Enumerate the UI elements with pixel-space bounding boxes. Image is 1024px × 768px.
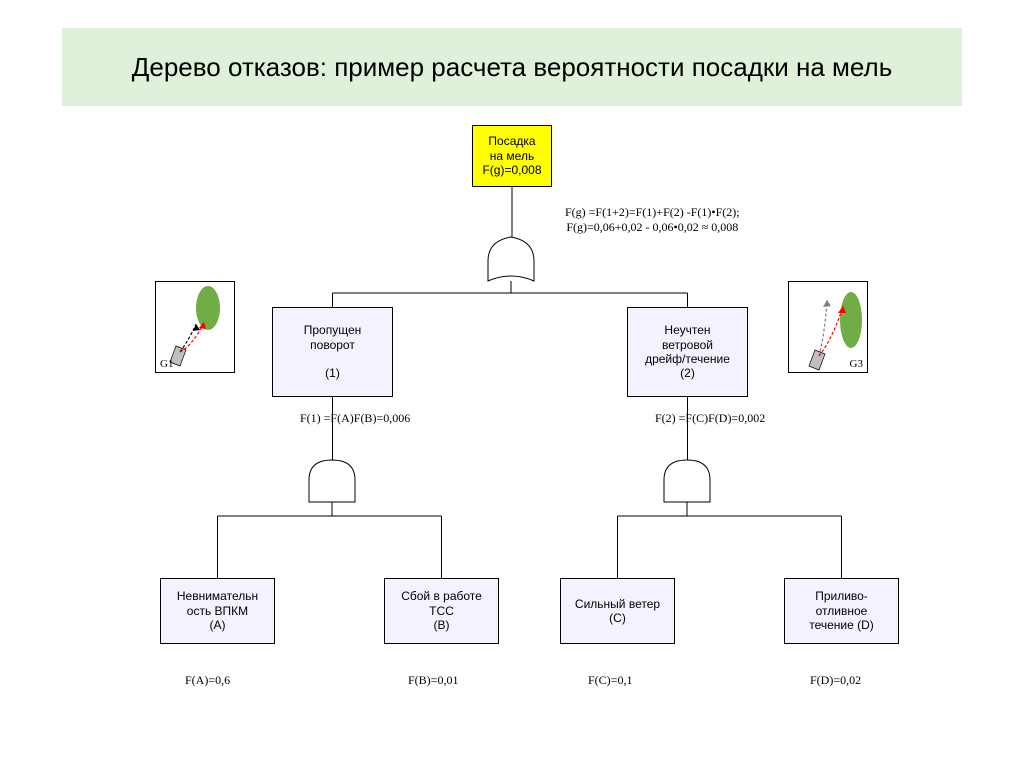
scene-g3-label: G3 — [850, 358, 863, 370]
leaf-c-box: Сильный ветер (C) — [560, 578, 675, 644]
scene-g1-label: G1 — [160, 358, 173, 370]
gate-and2-label: И — [673, 474, 701, 486]
top-event-box: Посадка на мель F(g)=0,008 — [472, 125, 552, 187]
leaf-a-box: Невнимательн ость ВПКМ (A) — [160, 578, 275, 644]
event-2-box: Неучтен ветровой дрейф/течение (2) — [627, 307, 748, 397]
leaf-b-box: Сбой в работе ТСС (B) — [384, 578, 499, 644]
scene-g1: G1 — [155, 281, 235, 373]
formula-leaf-c: F(C)=0,1 — [588, 673, 632, 688]
leaf-c-label: Сильный ветер (C) — [575, 597, 660, 626]
formula-e1: F(1) =F(A)F(B)=0,006 — [300, 411, 410, 426]
leaf-d-label: Приливо- отливное течение (D) — [809, 589, 874, 632]
connector-overlay — [0, 0, 1024, 768]
leaf-d-box: Приливо- отливное течение (D) — [784, 578, 899, 644]
formula-e2: F(2) =F(C)F(D)=0,002 — [655, 411, 765, 426]
gate-or-label: ИЛИ — [497, 253, 525, 265]
event-1-box: Пропущен поворот (1) — [272, 307, 393, 397]
formula-leaf-a: F(A)=0,6 — [185, 673, 230, 688]
formula-leaf-b: F(B)=0,01 — [408, 673, 458, 688]
slide-title-text: Дерево отказов: пример расчета вероятнос… — [132, 52, 893, 83]
slide-title: Дерево отказов: пример расчета вероятнос… — [62, 28, 962, 106]
scene-g3: G3 — [788, 281, 868, 373]
leaf-b-label: Сбой в работе ТСС (B) — [401, 589, 482, 632]
formula-top: F(g) =F(1+2)=F(1)+F(2) -F(1)•F(2); F(g)=… — [565, 205, 740, 235]
leaf-a-label: Невнимательн ость ВПКМ (A) — [177, 589, 258, 632]
event-2-label: Неучтен ветровой дрейф/течение (2) — [645, 323, 730, 381]
formula-leaf-d: F(D)=0,02 — [810, 673, 861, 688]
gate-and1-label: И — [318, 474, 346, 486]
top-event-label: Посадка на мель F(g)=0,008 — [482, 134, 541, 177]
event-1-label: Пропущен поворот (1) — [304, 323, 362, 381]
